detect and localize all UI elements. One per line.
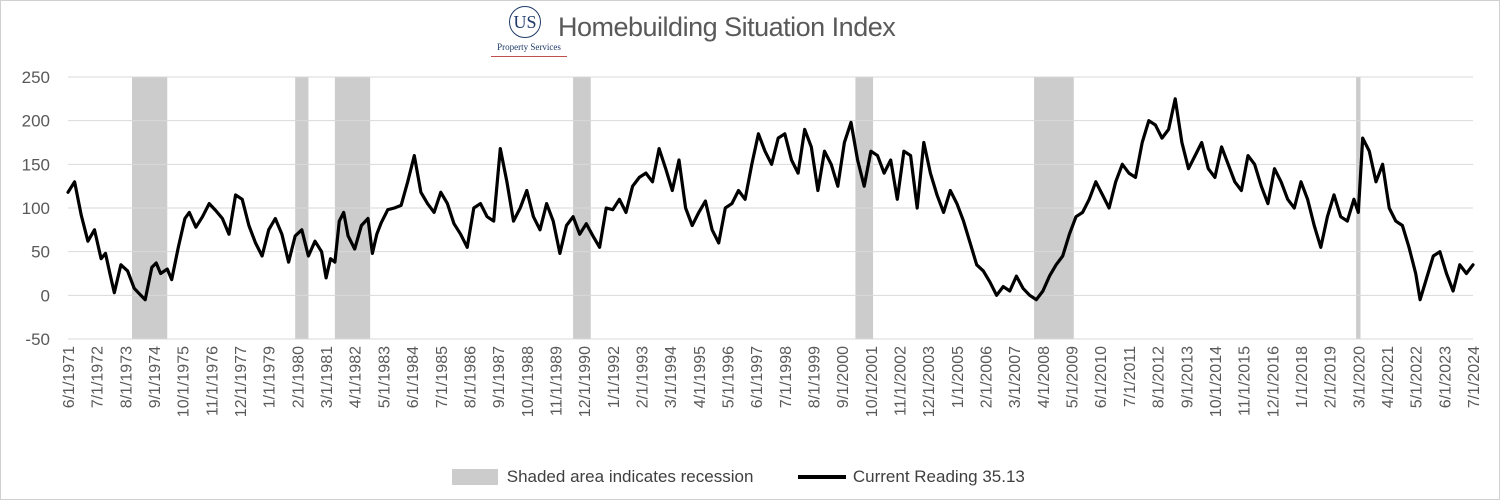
x-tick-label: 9/1/1974	[147, 346, 164, 408]
x-tick-label: 1/1/1992	[606, 346, 623, 408]
x-tick-label: 2/1/2006	[979, 346, 996, 408]
x-tick-label: 2/1/1980	[290, 346, 307, 408]
x-tick-label: 11/1/1989	[548, 346, 565, 416]
x-tick-label: 7/1/2024	[1466, 346, 1483, 408]
x-tick-label: 12/1/1977	[233, 346, 250, 417]
x-tick-label: 2/1/2019	[1323, 346, 1340, 408]
x-tick-label: 4/1/2021	[1380, 346, 1397, 408]
x-tick-label: 5/1/2009	[1065, 346, 1082, 408]
x-tick-label: 7/1/2011	[1122, 346, 1139, 407]
y-tick-label: 50	[31, 243, 50, 262]
logo-subtitle: Property Services	[497, 42, 561, 52]
x-tick-label: 9/1/2013	[1179, 346, 1196, 408]
recession-swatch	[452, 469, 498, 486]
chart-title: Homebuilding Situation Index	[558, 12, 896, 42]
x-tick-label: 5/1/1996	[720, 346, 737, 408]
x-axis-tick-labels: 6/1/1971 7/1/1972 8/1/1973 9/1/1974 10/1/197…	[61, 346, 1483, 417]
x-tick-label: 8/1/1973	[118, 346, 135, 408]
x-tick-label: 6/1/1984	[405, 346, 422, 408]
logo-initials: US	[509, 6, 541, 38]
x-tick-label: 12/1/2016	[1265, 346, 1282, 417]
x-tick-label: 8/1/1986	[462, 346, 479, 408]
x-tick-label: 9/1/1987	[491, 346, 508, 408]
legend-line-label: Current Reading 35.13	[852, 466, 1025, 486]
y-tick-label: 200	[22, 112, 50, 131]
x-tick-label: 8/1/2012	[1151, 346, 1168, 408]
x-tick-label: 11/1/2002	[893, 346, 910, 416]
x-tick-label: 7/1/1985	[434, 346, 451, 408]
x-tick-label: 1/1/1979	[262, 346, 279, 408]
legend-item-line: Current Reading 35.13	[758, 467, 1025, 487]
gridlines	[68, 76, 1473, 340]
line-swatch	[798, 475, 847, 480]
x-tick-label: 12/1/1990	[577, 346, 594, 417]
logo-underline	[491, 56, 567, 57]
x-tick-label: 8/1/1999	[807, 346, 824, 408]
y-tick-label: 0	[41, 286, 50, 305]
y-tick-label: 250	[22, 68, 50, 87]
x-tick-label: 2/1/1993	[634, 346, 651, 408]
x-tick-label: 6/1/1971	[61, 346, 78, 408]
y-axis-tick-labels: -50 0 50 100 150 200 250	[22, 68, 50, 349]
series-line	[66, 97, 1475, 302]
x-tick-label: 11/1/1976	[204, 346, 221, 416]
y-tick-label: 150	[22, 155, 50, 174]
x-tick-label: 5/1/2022	[1409, 346, 1426, 408]
x-tick-label: 5/1/1983	[376, 346, 393, 408]
x-tick-label: 6/1/2023	[1437, 346, 1454, 408]
x-tick-label: 10/1/1988	[520, 346, 537, 417]
x-tick-label: 4/1/1982	[348, 346, 365, 408]
y-tick-label: -50	[25, 330, 50, 349]
x-tick-label: 3/1/1981	[319, 346, 336, 408]
x-tick-label: 12/1/2003	[921, 346, 938, 417]
y-tick-label: 100	[22, 199, 50, 218]
x-tick-label: 3/1/2007	[1007, 346, 1024, 408]
x-tick-label: 10/1/2014	[1208, 346, 1225, 417]
x-tick-label: 3/1/2020	[1351, 346, 1368, 408]
x-tick-label: 4/1/1995	[692, 346, 709, 408]
x-tick-label: 4/1/2008	[1036, 346, 1053, 408]
legend-item-recession: Shaded area indicates recession	[452, 467, 753, 487]
x-tick-label: 9/1/2000	[835, 346, 852, 408]
x-tick-label: 3/1/1994	[663, 346, 680, 408]
x-tick-label: 11/1/2015	[1237, 346, 1254, 416]
x-tick-label: 6/1/1997	[749, 346, 766, 408]
x-tick-label: 6/1/2010	[1093, 346, 1110, 408]
x-tick-label: 7/1/1998	[778, 346, 795, 408]
x-tick-label: 7/1/1972	[90, 346, 107, 408]
x-tick-label: 10/1/2001	[864, 346, 881, 417]
legend-recession-label: Shaded area indicates recession	[506, 466, 754, 486]
line-chart: -50 0 50 100 150 200 250 6/1/1971 7/1/1972 8/1/1…	[22, 68, 1483, 417]
x-tick-label: 1/1/2018	[1294, 346, 1311, 408]
company-logo: US Property Services	[487, 6, 571, 58]
series-lines	[66, 97, 1475, 302]
x-tick-label: 1/1/2005	[950, 346, 967, 408]
chart-legend: Shaded area indicates recession Current …	[452, 466, 1025, 487]
x-tick-label: 10/1/1975	[176, 346, 193, 417]
